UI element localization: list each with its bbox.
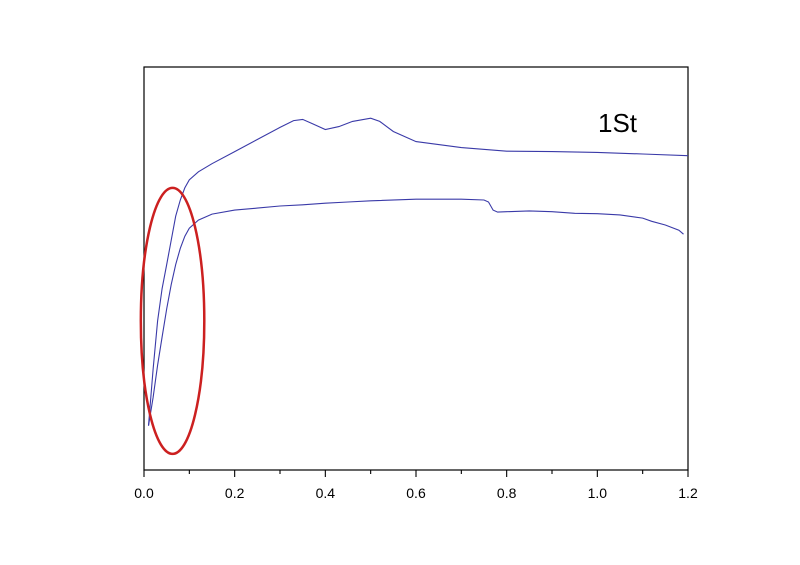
highlight-ellipse	[139, 186, 206, 456]
x-axis-tick-labels: 0.0 0.2 0.4 0.6 0.8 1.0 1.2	[134, 485, 698, 501]
x-tick-label: 1.0	[588, 485, 608, 501]
x-tick-label: 0.8	[497, 485, 517, 501]
x-tick-label: 0.2	[225, 485, 245, 501]
annotation-label: 1St	[598, 108, 638, 138]
series-line-1	[147, 117, 689, 426]
x-tick-label: 0.6	[406, 485, 426, 501]
x-tick-label: 1.2	[678, 485, 698, 501]
series-line-2	[147, 198, 684, 426]
series-group	[147, 117, 689, 426]
x-axis-ticks	[143, 470, 689, 477]
x-tick-label: 0.4	[316, 485, 336, 501]
x-tick-label: 0.0	[134, 485, 154, 501]
